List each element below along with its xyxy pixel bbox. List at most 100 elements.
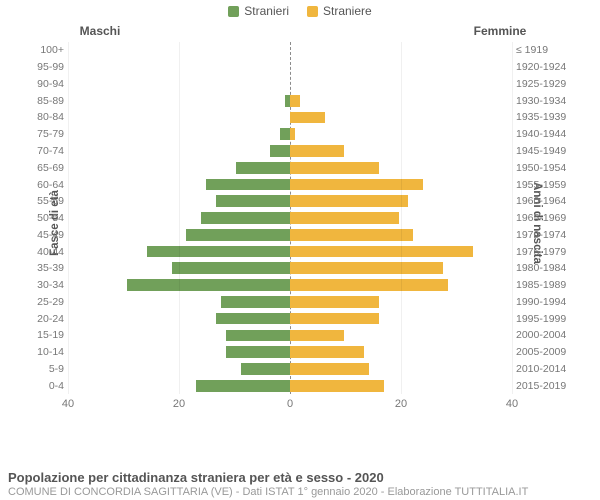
- age-label: 5-9: [20, 363, 64, 375]
- birth-year-label: 1935-1939: [516, 111, 580, 123]
- age-label: 0-4: [20, 380, 64, 392]
- bar-female: [290, 212, 399, 224]
- pyramid-row: 85-891930-1934: [68, 92, 512, 109]
- bar-female: [290, 162, 379, 174]
- pyramid-row: 100+≤ 1919: [68, 42, 512, 59]
- birth-year-label: 1995-1999: [516, 313, 580, 325]
- bar-female: [290, 346, 364, 358]
- birth-year-label: 1960-1964: [516, 195, 580, 207]
- pyramid-row: 80-841935-1939: [68, 109, 512, 126]
- pyramid-row: 50-541965-1969: [68, 210, 512, 227]
- age-label: 30-34: [20, 279, 64, 291]
- gridline: [401, 42, 402, 394]
- bar-male: [201, 212, 290, 224]
- bar-female: [290, 330, 344, 342]
- bar-male: [127, 279, 290, 291]
- age-label: 70-74: [20, 145, 64, 157]
- birth-year-label: 1955-1959: [516, 179, 580, 191]
- birth-year-label: 1985-1989: [516, 279, 580, 291]
- pyramid-row: 45-491970-1974: [68, 226, 512, 243]
- age-label: 75-79: [20, 128, 64, 140]
- pyramid-row: 20-241995-1999: [68, 310, 512, 327]
- bar-female: [290, 262, 443, 274]
- birth-year-label: 1965-1969: [516, 212, 580, 224]
- bar-male: [172, 262, 290, 274]
- legend-label-female: Straniere: [323, 4, 372, 18]
- plot-area: 100+≤ 191995-991920-192490-941925-192985…: [68, 42, 512, 394]
- pyramid-row: 55-591960-1964: [68, 193, 512, 210]
- bar-female: [290, 128, 295, 140]
- bar-female: [290, 145, 344, 157]
- x-tick-label: 40: [506, 398, 518, 410]
- birth-year-label: 1975-1979: [516, 246, 580, 258]
- bar-male: [216, 313, 290, 325]
- age-label: 25-29: [20, 296, 64, 308]
- pyramid-row: 70-741945-1949: [68, 143, 512, 160]
- bar-male: [270, 145, 290, 157]
- birth-year-label: 1970-1974: [516, 229, 580, 241]
- bar-female: [290, 279, 448, 291]
- pyramid-row: 90-941925-1929: [68, 76, 512, 93]
- bar-rows: 100+≤ 191995-991920-192490-941925-192985…: [68, 42, 512, 394]
- age-label: 35-39: [20, 262, 64, 274]
- bar-male: [280, 128, 290, 140]
- legend-label-male: Stranieri: [244, 4, 289, 18]
- bar-male: [241, 363, 290, 375]
- x-tick-label: 20: [173, 398, 185, 410]
- birth-year-label: 1925-1929: [516, 78, 580, 90]
- heading-female: Femmine: [300, 24, 580, 38]
- age-label: 15-19: [20, 329, 64, 341]
- legend-swatch-female: [307, 6, 318, 17]
- bar-male: [216, 195, 290, 207]
- age-label: 60-64: [20, 179, 64, 191]
- column-headings: Maschi Femmine: [20, 24, 580, 38]
- bar-female: [290, 195, 408, 207]
- caption-source: COMUNE DI CONCORDIA SAGITTARIA (VE) - Da…: [8, 486, 592, 498]
- birth-year-label: 1990-1994: [516, 296, 580, 308]
- birth-year-label: 1980-1984: [516, 262, 580, 274]
- pyramid-row: 75-791940-1944: [68, 126, 512, 143]
- bar-female: [290, 380, 384, 392]
- bar-female: [290, 112, 325, 124]
- age-label: 95-99: [20, 61, 64, 73]
- birth-year-label: 1920-1924: [516, 61, 580, 73]
- legend-swatch-male: [228, 6, 239, 17]
- bar-male: [226, 346, 290, 358]
- pyramid-chart: Maschi Femmine Fasce di età Anni di nasc…: [20, 18, 580, 428]
- legend-item-male: Stranieri: [228, 4, 289, 18]
- pyramid-row: 15-192000-2004: [68, 327, 512, 344]
- pyramid-row: 5-92010-2014: [68, 361, 512, 378]
- pyramid-row: 25-291990-1994: [68, 293, 512, 310]
- legend: Stranieri Straniere: [0, 0, 600, 18]
- birth-year-label: ≤ 1919: [516, 44, 580, 56]
- birth-year-label: 2005-2009: [516, 346, 580, 358]
- bar-female: [290, 179, 423, 191]
- birth-year-label: 2015-2019: [516, 380, 580, 392]
- gridline: [68, 42, 69, 394]
- caption-title: Popolazione per cittadinanza straniera p…: [8, 470, 592, 485]
- age-label: 85-89: [20, 95, 64, 107]
- bar-male: [206, 179, 290, 191]
- pyramid-row: 30-341985-1989: [68, 277, 512, 294]
- age-label: 40-44: [20, 246, 64, 258]
- birth-year-label: 2010-2014: [516, 363, 580, 375]
- x-tick-label: 20: [395, 398, 407, 410]
- bar-male: [226, 330, 290, 342]
- pyramid-row: 0-42015-2019: [68, 377, 512, 394]
- x-axis-ticks: 402002040: [68, 398, 512, 412]
- age-label: 50-54: [20, 212, 64, 224]
- age-label: 90-94: [20, 78, 64, 90]
- pyramid-row: 40-441975-1979: [68, 243, 512, 260]
- birth-year-label: 1940-1944: [516, 128, 580, 140]
- age-label: 45-49: [20, 229, 64, 241]
- x-tick-label: 40: [62, 398, 74, 410]
- birth-year-label: 1950-1954: [516, 162, 580, 174]
- age-label: 65-69: [20, 162, 64, 174]
- pyramid-row: 65-691950-1954: [68, 159, 512, 176]
- x-tick-label: 0: [287, 398, 293, 410]
- pyramid-row: 35-391980-1984: [68, 260, 512, 277]
- heading-male: Maschi: [20, 24, 300, 38]
- bar-male: [236, 162, 290, 174]
- bar-female: [290, 363, 369, 375]
- birth-year-label: 2000-2004: [516, 329, 580, 341]
